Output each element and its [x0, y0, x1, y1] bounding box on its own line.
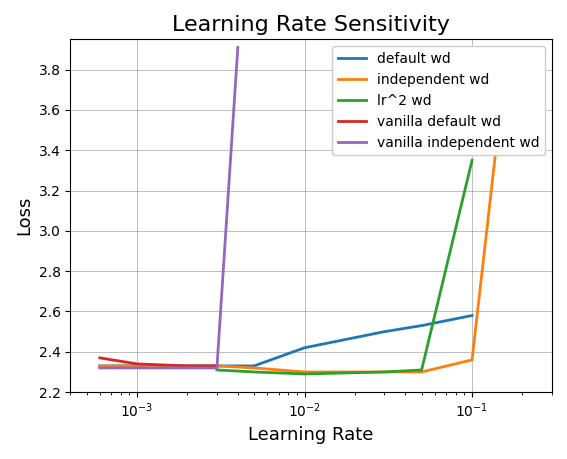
independent wd — [134, 363, 141, 369]
vanilla default wd — [214, 363, 221, 369]
lr^2 wd — [418, 367, 425, 373]
default wd — [469, 313, 476, 318]
independent wd — [418, 369, 425, 375]
independent wd — [469, 357, 476, 363]
vanilla default wd — [184, 363, 191, 369]
Y-axis label: Loss: Loss — [15, 196, 33, 235]
default wd — [301, 345, 308, 351]
vanilla independent wd — [96, 365, 103, 371]
lr^2 wd — [469, 157, 476, 163]
vanilla independent wd — [234, 45, 241, 50]
Line: lr^2 wd: lr^2 wd — [217, 160, 472, 374]
lr^2 wd — [301, 371, 308, 377]
Title: Learning Rate Sensitivity: Learning Rate Sensitivity — [172, 15, 450, 35]
default wd — [214, 363, 221, 369]
default wd — [96, 363, 103, 369]
default wd — [251, 363, 257, 369]
independent wd — [96, 363, 103, 369]
independent wd — [381, 369, 388, 375]
default wd — [134, 363, 141, 369]
independent wd — [251, 365, 257, 371]
independent wd — [214, 363, 221, 369]
vanilla default wd — [134, 361, 141, 367]
vanilla independent wd — [184, 365, 191, 371]
Line: default wd: default wd — [100, 315, 472, 366]
Line: independent wd: independent wd — [100, 100, 502, 372]
default wd — [381, 329, 388, 335]
Line: vanilla default wd: vanilla default wd — [100, 358, 217, 366]
Legend: default wd, independent wd, lr^2 wd, vanilla default wd, vanilla independent wd: default wd, independent wd, lr^2 wd, van… — [332, 46, 545, 155]
independent wd — [498, 97, 505, 102]
lr^2 wd — [381, 369, 388, 375]
default wd — [418, 323, 425, 328]
Line: vanilla independent wd: vanilla independent wd — [100, 47, 238, 368]
lr^2 wd — [214, 367, 221, 373]
vanilla independent wd — [134, 365, 141, 371]
vanilla default wd — [96, 355, 103, 361]
X-axis label: Learning Rate: Learning Rate — [248, 426, 374, 444]
vanilla independent wd — [214, 365, 221, 371]
lr^2 wd — [251, 369, 257, 375]
independent wd — [301, 369, 308, 375]
